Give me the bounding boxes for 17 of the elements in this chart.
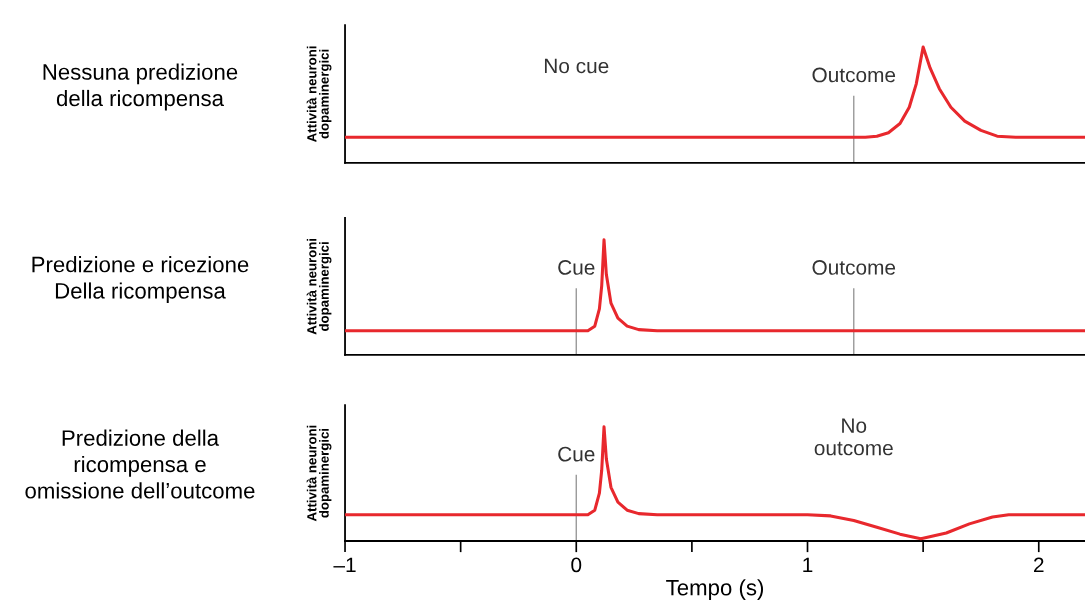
x-tick-label: –1	[333, 557, 356, 573]
y-axis-title: Attività neuroni dopaminergici	[306, 238, 332, 335]
x-axis-title: Tempo (s)	[666, 579, 764, 600]
y-axis-title: Attività neuroni dopaminergici	[306, 425, 332, 522]
text: Nessuna predizione della ricompensa	[43, 63, 238, 111]
ref-line-label: Cue	[558, 260, 595, 275]
y-axis-title: Attività neuroni dopaminergici	[306, 46, 332, 142]
x-tick-label: 0	[571, 557, 582, 573]
text: Predizione della ricompensa e omissione dell’outcome	[25, 429, 255, 499]
ref-line-label: Outcome	[812, 67, 896, 83]
text: Predizione e ricezione Della ricompensa	[32, 256, 249, 304]
ref-line-label: Cue	[558, 446, 595, 462]
ref-line-label: Outcome	[812, 260, 896, 275]
annotation: No outcome	[814, 418, 893, 456]
x-tick-label: 2	[1034, 557, 1044, 573]
annotation: No cue	[544, 58, 609, 74]
x-tick-label: 1	[803, 557, 813, 573]
